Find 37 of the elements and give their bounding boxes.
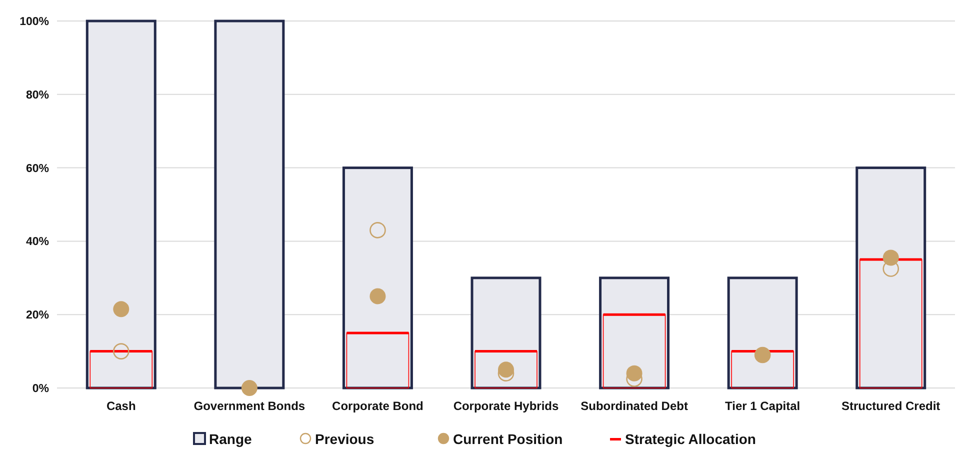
x-tick-label: Government Bonds [194,399,306,413]
legend-label: Range [209,431,252,447]
point [370,222,386,238]
bar [599,276,670,390]
bar [470,276,542,390]
bar [727,276,798,390]
point [112,343,130,360]
x-tick-label: Cash [106,399,136,413]
bar [342,166,413,390]
x-tick-label: Corporate Hybrids [453,399,559,413]
bar [859,259,922,388]
bar [346,332,410,388]
y-tick-label: 0% [32,383,49,396]
bar [856,166,926,390]
point [241,380,258,396]
y-tick-label: 60% [26,162,49,175]
y-tick-label: 100% [20,16,49,28]
bar [602,314,666,388]
legend-label: Current Position [453,431,563,447]
point [882,250,899,266]
point [113,301,130,318]
y-tick-label: 80% [26,89,49,102]
point [626,365,642,382]
x-tick-label: Structured Credit [842,399,940,413]
x-tick-label: Subordinated Debt [580,399,688,413]
bar [731,350,794,388]
point [370,288,386,304]
y-tick-label: 40% [26,236,49,248]
legend-label: Strategic Allocation [625,431,756,447]
bar [474,350,538,388]
bar [214,20,285,390]
y-tick-label: 20% [26,310,49,322]
bar [86,20,156,390]
legend-label: Previous [315,431,374,447]
bar [90,350,153,388]
x-tick-label: Corporate Bond [332,399,424,413]
x-tick-label: Tier 1 Capital [725,399,800,413]
